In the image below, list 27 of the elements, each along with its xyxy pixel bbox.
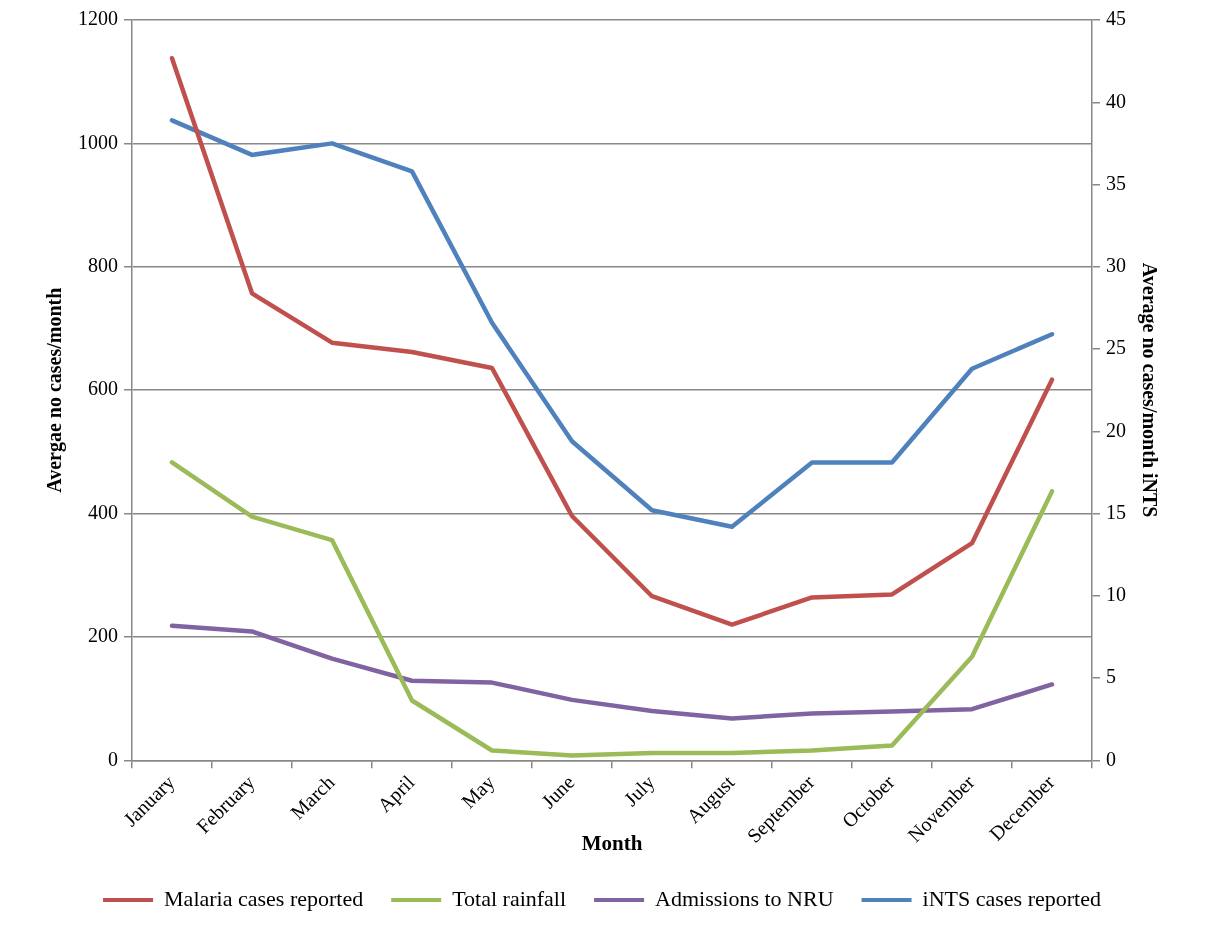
y-axis-title: Avergae no cases/month <box>43 287 67 493</box>
y-tick-label: 800 <box>88 254 118 277</box>
legend-label: Malaria cases reported <box>164 885 364 911</box>
legend-label: iNTS cases reported <box>922 885 1101 911</box>
y-tick-label: 1000 <box>78 130 118 153</box>
x-tick-label: June <box>537 770 579 813</box>
x-tick-label: July <box>619 770 660 811</box>
y2-tick-label: 10 <box>1106 583 1126 606</box>
y2-tick-label: 30 <box>1106 254 1126 277</box>
y-tick-label: 600 <box>88 377 118 400</box>
y2-tick-label: 15 <box>1106 500 1126 523</box>
y2-tick-label: 5 <box>1106 665 1116 688</box>
y2-tick-label: 0 <box>1106 747 1116 770</box>
x-axis-title: Month <box>581 830 643 855</box>
y2-axis-title: Average no cases/month iNTS <box>1137 262 1161 518</box>
y-tick-label: 0 <box>108 747 118 770</box>
legend-label: Total rainfall <box>452 885 567 911</box>
y2-tick-label: 40 <box>1106 89 1126 112</box>
y2-tick-label: 35 <box>1106 171 1126 194</box>
x-tick-label: May <box>457 770 500 814</box>
y-tick-label: 200 <box>88 624 118 647</box>
y-tick-label: 400 <box>88 500 118 523</box>
y-tick-label: 1200 <box>78 7 118 30</box>
y2-tick-label: 45 <box>1106 7 1126 30</box>
legend-label: Admissions to NRU <box>655 885 834 911</box>
y2-tick-label: 25 <box>1106 336 1126 359</box>
y2-tick-label: 20 <box>1106 418 1126 441</box>
